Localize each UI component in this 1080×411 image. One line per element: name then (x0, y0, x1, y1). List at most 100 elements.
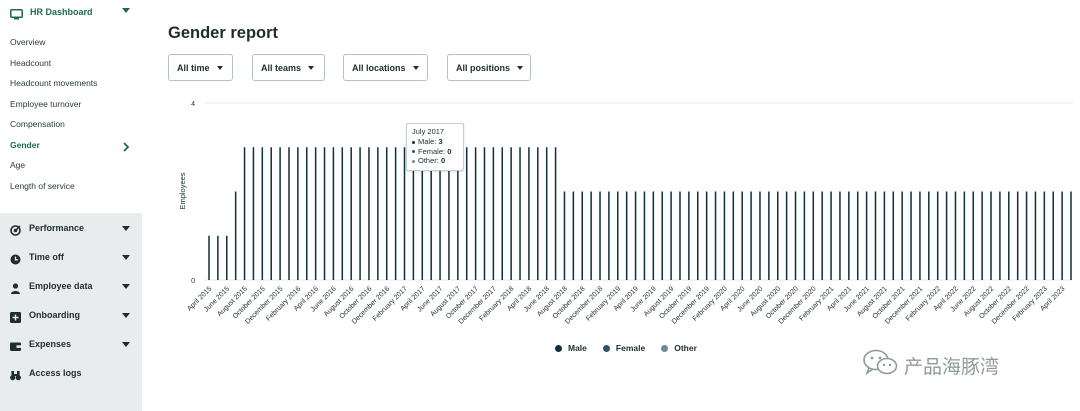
sidebar-item-age[interactable]: Age (10, 160, 26, 170)
female-dot-icon (412, 150, 415, 154)
bar-male (670, 191, 672, 280)
caret-down-icon (216, 65, 223, 70)
bar-male (528, 147, 530, 280)
filter-teams-dropdown[interactable]: All teams (252, 54, 325, 81)
sidebar-section-expenses[interactable]: Expenses (10, 337, 134, 351)
bar-male (243, 147, 246, 280)
bar-male (714, 191, 717, 280)
bar-male (421, 147, 424, 280)
bar-male (892, 191, 895, 280)
target-icon (10, 223, 21, 236)
bar-male (803, 191, 806, 280)
legend-swatch (602, 344, 610, 352)
sidebar-item-gender[interactable]: Gender (10, 140, 40, 150)
filter-label: All locations (352, 62, 406, 73)
y-axis-label: Employees (178, 172, 187, 209)
sidebar-section-label: Onboarding (29, 310, 80, 320)
sidebar-section-time-off[interactable]: Time off (10, 250, 134, 264)
chevron-down-icon (122, 226, 130, 231)
wechat-icon (862, 348, 898, 383)
bar-male (697, 191, 699, 280)
filter-label: All teams (261, 62, 302, 73)
bar-male (465, 147, 468, 280)
bar-male (306, 147, 308, 280)
legend-item-male[interactable]: Male (555, 343, 587, 353)
tooltip-label: Male: (418, 137, 437, 146)
bar-male (599, 191, 601, 280)
bar-male (883, 191, 886, 280)
sidebar-item-headcount-movements[interactable]: Headcount movements (10, 78, 98, 88)
bar-male (279, 147, 281, 280)
bar-male (759, 191, 761, 280)
bar-male (341, 147, 344, 280)
bar-male (634, 191, 637, 280)
sidebar-item-headcount[interactable]: Headcount (10, 58, 52, 68)
monitor-icon (10, 7, 23, 19)
filter-positions-dropdown[interactable]: All positions (447, 54, 531, 81)
bar-male (457, 147, 459, 280)
sidebar-item-overview[interactable]: Overview (10, 37, 46, 47)
bar-male (608, 191, 610, 280)
binoculars-icon (10, 368, 21, 380)
legend-item-female[interactable]: Female (602, 343, 645, 353)
tooltip-value: 0 (447, 146, 452, 156)
filter-time-dropdown[interactable]: All time (168, 54, 233, 81)
watermark-text: 产品海豚湾 (904, 357, 1000, 378)
bar-male (474, 147, 477, 280)
watermark: 产品海豚湾 (862, 348, 999, 383)
bar-male (705, 191, 708, 280)
bar-male (332, 147, 335, 280)
caret-down-icon (517, 65, 523, 70)
hr-dashboard-header[interactable]: HR Dashboard (10, 4, 136, 20)
bar-male (1016, 191, 1019, 280)
bar-male (794, 191, 797, 280)
sidebar-section-access-logs[interactable]: Access logs (10, 366, 134, 380)
bar-male (990, 191, 992, 280)
sidebar-section-performance[interactable]: Performance (10, 221, 134, 236)
male-dot-icon (412, 140, 415, 144)
tooltip-label: Female: (418, 146, 446, 156)
sidebar-item-length-of-service[interactable]: Length of service (10, 181, 75, 191)
bar-male (234, 191, 237, 280)
bar-male (848, 191, 850, 280)
bar-male (936, 191, 939, 280)
bar-male (1008, 191, 1010, 280)
bar-male (288, 147, 290, 280)
bar-male (581, 191, 583, 280)
bar-male (510, 147, 512, 280)
sidebar: HR Dashboard Overview Headcount Headcoun… (0, 0, 142, 411)
sidebar-section-onboarding[interactable]: Onboarding (10, 308, 134, 323)
bar-male (785, 191, 788, 280)
bar-male (981, 191, 983, 280)
plus-square-icon (10, 310, 21, 323)
bar-male (519, 147, 521, 280)
sidebar-item-compensation[interactable]: Compensation (10, 119, 65, 129)
bar-male (643, 191, 646, 280)
sidebar-section-label: Employee data (29, 281, 93, 291)
bar-male (901, 191, 903, 280)
bar-male (679, 191, 681, 280)
chevron-right-icon (122, 139, 130, 152)
bar-male (661, 191, 663, 280)
chevron-down-icon (122, 313, 130, 318)
bar-male (554, 147, 557, 280)
legend-item-other[interactable]: Other (661, 343, 697, 353)
filter-locations-dropdown[interactable]: All locations (343, 54, 428, 81)
sidebar-section-label: Expenses (29, 339, 72, 349)
chevron-down-icon (122, 8, 130, 13)
bar-male (226, 235, 228, 280)
sidebar-section-employee-data[interactable]: Employee data (10, 279, 134, 294)
tooltip-row-female: Female: 0 (412, 147, 458, 157)
bar-male (270, 147, 272, 280)
bar-male (1052, 191, 1054, 280)
bar-male (537, 147, 539, 280)
legend-swatch (661, 344, 669, 352)
page-title: Gender report (168, 24, 279, 42)
legend-label: Male (568, 343, 587, 353)
bar-male (1061, 191, 1063, 280)
y-tick-label: 0 (191, 278, 195, 285)
sidebar-item-employee-turnover[interactable]: Employee turnover (10, 99, 82, 109)
legend-swatch (555, 344, 562, 352)
bar-male (972, 191, 974, 280)
